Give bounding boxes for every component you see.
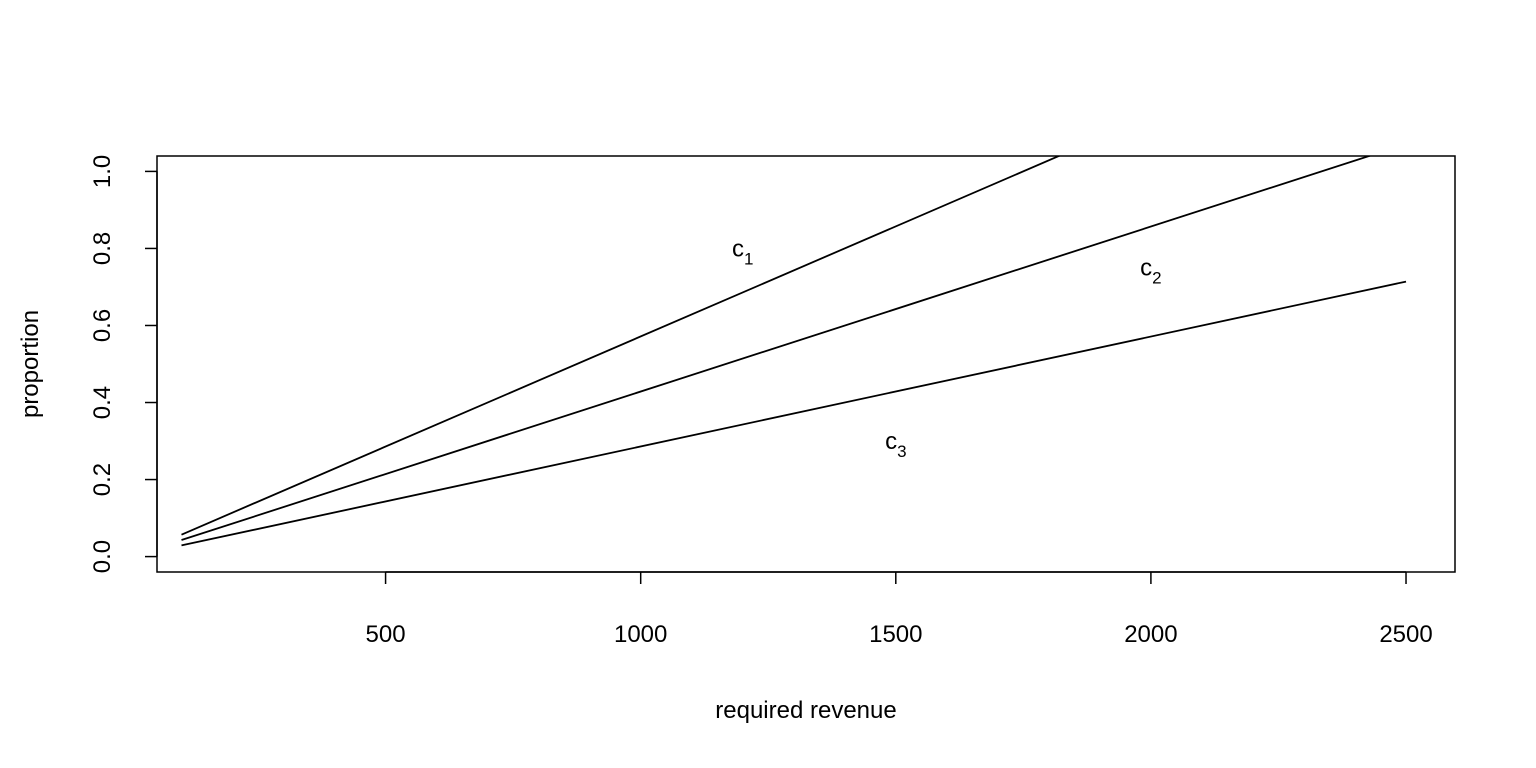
x-tick-label: 1500: [869, 621, 922, 648]
x-axis-label: required revenue: [715, 697, 896, 724]
series-labels: c1 c2 c3: [732, 235, 1162, 461]
y-axis-label: proportion: [17, 310, 44, 418]
series-label-c1: c1: [732, 235, 753, 268]
y-tick-label: 0.6: [89, 309, 116, 342]
series-line-c3: [181, 280, 1407, 547]
x-axis: 500 1000 1500 2000 2500: [366, 571, 1433, 648]
x-tick-label: 1000: [614, 621, 667, 648]
series-line-c1: [181, 156, 1062, 536]
series-label-c3: c3: [885, 428, 906, 461]
series-line-c2: [181, 156, 1373, 541]
y-tick-label: 0.4: [89, 386, 116, 419]
x-tick-label: 500: [366, 621, 406, 648]
y-axis: 0.0 0.2 0.4 0.6 0.8 1.0: [89, 155, 158, 573]
y-tick-label: 0.8: [89, 232, 116, 265]
series-label-c2: c2: [1140, 255, 1161, 288]
x-tick-label: 2000: [1124, 621, 1177, 648]
series-lines: [181, 156, 1407, 547]
y-tick-label: 0.2: [89, 463, 116, 496]
x-tick-label: 2500: [1379, 621, 1432, 648]
y-tick-label: 1.0: [89, 155, 116, 188]
y-tick-label: 0.0: [89, 540, 116, 573]
